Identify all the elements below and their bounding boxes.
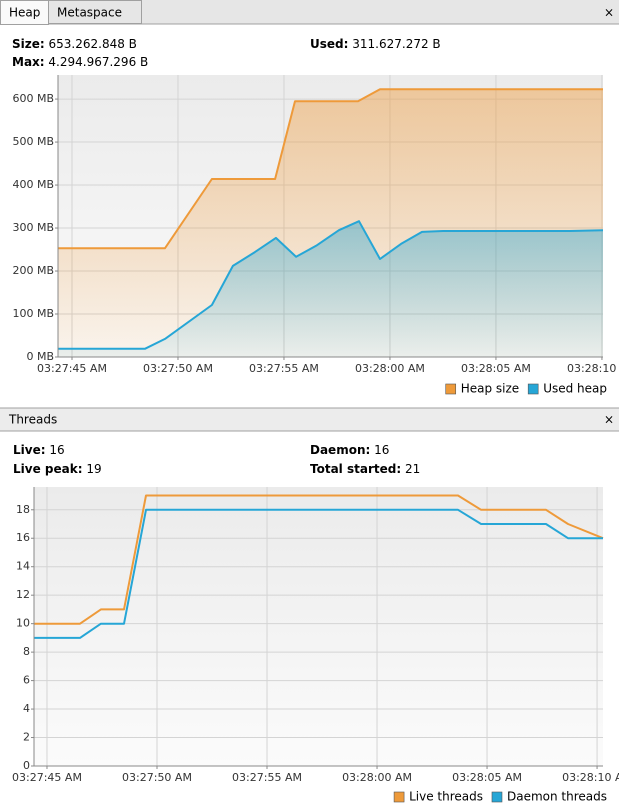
- stat-label: Daemon:: [310, 443, 370, 457]
- x-tick-label: 03:28:05 AM: [452, 771, 522, 784]
- x-tick-label: 03:28:10 AM: [562, 771, 619, 784]
- line: [34, 508, 603, 639]
- x-tick-label: 03:28:10 AM: [567, 362, 619, 375]
- legend-label: Daemon threads: [507, 790, 607, 804]
- y-tick-label: 100 MB: [12, 307, 54, 320]
- y-tick-label: 4: [23, 702, 30, 715]
- stat: Size: 653.262.848 B: [12, 37, 137, 51]
- y-tick-label: 600 MB: [12, 92, 54, 105]
- x-tick-label: 03:27:55 AM: [232, 771, 302, 784]
- x-tick-label: 03:28:05 AM: [461, 362, 531, 375]
- legend-label: Heap size: [461, 382, 519, 396]
- stat-value: 653.262.848 B: [49, 37, 137, 51]
- stat-label: Max:: [12, 55, 45, 69]
- x-tick-label: 03:27:45 AM: [37, 362, 107, 375]
- line: [58, 220, 604, 350]
- stat-label: Size:: [12, 37, 45, 51]
- panel-title: Threads: [8, 413, 57, 427]
- y-tick-label: 400 MB: [12, 178, 54, 191]
- tab-label[interactable]: Metaspace: [57, 6, 122, 20]
- legend-swatch: [445, 383, 457, 395]
- x-tick-label: 03:27:45 AM: [12, 771, 82, 784]
- tab-metaspace[interactable]: [48, 0, 142, 24]
- y-tick-label: 200 MB: [12, 264, 54, 277]
- stat-value: 19: [86, 462, 101, 476]
- stat: Daemon: 16: [310, 443, 389, 457]
- x-tick-label: 03:28:00 AM: [342, 771, 412, 784]
- legend-swatch: [393, 791, 405, 803]
- line: [34, 494, 604, 625]
- legend-swatch: [491, 791, 503, 803]
- line: [58, 88, 603, 250]
- y-tick-label: 2: [23, 731, 30, 744]
- y-tick-label: 16: [16, 531, 30, 544]
- stat-value: 16: [49, 443, 64, 457]
- y-tick-label: 300 MB: [12, 221, 54, 234]
- x-tick-label: 03:27:55 AM: [249, 362, 319, 375]
- y-tick-label: 6: [23, 674, 30, 687]
- stat: Total started: 21: [310, 462, 420, 476]
- x-tick-label: 03:27:50 AM: [122, 771, 192, 784]
- y-tick-label: 18: [16, 503, 30, 516]
- stat-value: 311.627.272 B: [352, 37, 440, 51]
- close-button[interactable]: ×: [604, 6, 614, 20]
- y-tick-label: 10: [16, 617, 30, 630]
- y-tick-label: 0 MB: [26, 350, 54, 363]
- tab-heap[interactable]: [0, 0, 49, 25]
- stat-value: 21: [405, 462, 420, 476]
- x-tick-label: 03:28:00 AM: [355, 362, 425, 375]
- stat: Used: 311.627.272 B: [310, 37, 441, 51]
- legend-label: Used heap: [543, 382, 607, 396]
- stat-value: 4.294.967.296 B: [48, 55, 148, 69]
- legend-swatch: [527, 383, 539, 395]
- stat-label: Live peak:: [13, 462, 83, 476]
- tab-label[interactable]: Heap: [9, 6, 40, 20]
- y-tick-label: 500 MB: [12, 135, 54, 148]
- stat-label: Live:: [13, 443, 46, 457]
- y-tick-label: 12: [16, 588, 30, 601]
- stat-value: 16: [374, 443, 389, 457]
- y-tick-label: 0: [23, 759, 30, 772]
- panel-header: [0, 408, 619, 431]
- close-button[interactable]: ×: [604, 413, 614, 427]
- area: [58, 221, 603, 357]
- legend-label: Live threads: [409, 790, 483, 804]
- stat: Live peak: 19: [13, 462, 102, 476]
- stat: Max: 4.294.967.296 B: [12, 55, 148, 69]
- x-tick-label: 03:27:50 AM: [143, 362, 213, 375]
- y-tick-label: 14: [16, 560, 30, 573]
- plot-background: [34, 487, 603, 766]
- stat-label: Total started:: [310, 462, 401, 476]
- stat-label: Used:: [310, 37, 348, 51]
- stat: Live: 16: [13, 443, 65, 457]
- y-tick-label: 8: [23, 645, 30, 658]
